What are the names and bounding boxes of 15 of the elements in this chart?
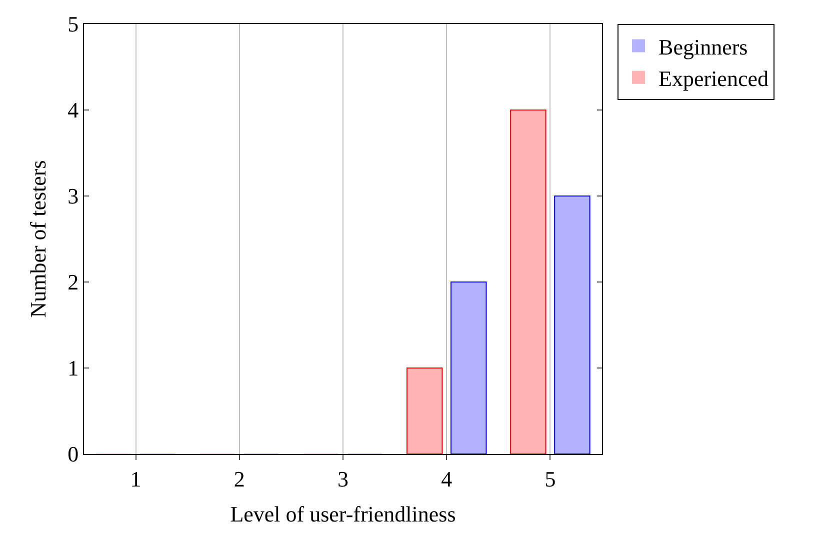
x-tick-label: 4: [441, 466, 452, 492]
legend-label: Beginners: [658, 34, 748, 60]
x-axis-title: Level of user-friendliness: [230, 501, 456, 526]
x-tick-label: 2: [234, 466, 245, 492]
y-tick-label: 2: [68, 270, 79, 295]
x-tick-label: 3: [338, 466, 348, 492]
y-tick-label: 0: [68, 442, 79, 467]
y-axis-title: Number of testers: [25, 160, 50, 318]
legend-label: Experienced: [658, 66, 768, 91]
y-tick-label: 5: [68, 12, 79, 37]
y-tick-label: 3: [68, 184, 79, 209]
y-tick-label: 1: [68, 356, 79, 381]
y-tick-label: 4: [68, 98, 79, 123]
x-tick-label: 1: [130, 466, 142, 492]
x-tick-label: 5: [544, 466, 556, 492]
